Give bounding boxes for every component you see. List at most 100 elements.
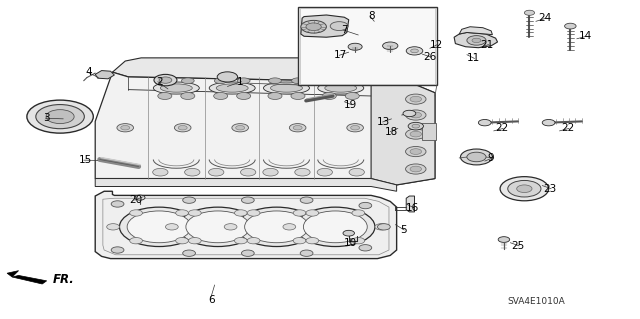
Text: 18: 18 bbox=[385, 127, 398, 137]
Ellipse shape bbox=[159, 78, 172, 84]
Circle shape bbox=[410, 166, 422, 172]
Ellipse shape bbox=[322, 93, 336, 100]
Text: 7: 7 bbox=[341, 25, 348, 35]
Text: 1: 1 bbox=[237, 77, 243, 87]
Circle shape bbox=[564, 23, 576, 29]
Circle shape bbox=[410, 149, 422, 154]
Circle shape bbox=[542, 120, 555, 126]
Text: 23: 23 bbox=[543, 184, 557, 194]
Ellipse shape bbox=[158, 93, 172, 100]
Circle shape bbox=[500, 177, 548, 201]
Text: 8: 8 bbox=[368, 11, 374, 21]
Circle shape bbox=[300, 197, 313, 203]
Ellipse shape bbox=[214, 78, 227, 84]
Ellipse shape bbox=[214, 93, 228, 100]
Circle shape bbox=[296, 207, 375, 247]
Text: 20: 20 bbox=[129, 195, 143, 205]
Ellipse shape bbox=[269, 78, 282, 84]
Circle shape bbox=[343, 230, 355, 236]
Circle shape bbox=[478, 120, 491, 126]
Ellipse shape bbox=[237, 93, 251, 100]
Circle shape bbox=[178, 207, 257, 247]
Circle shape bbox=[498, 237, 509, 242]
Circle shape bbox=[120, 207, 198, 247]
Circle shape bbox=[359, 202, 372, 209]
Circle shape bbox=[234, 238, 247, 244]
Circle shape bbox=[467, 36, 486, 45]
Circle shape bbox=[375, 224, 388, 230]
Circle shape bbox=[241, 168, 256, 176]
Circle shape bbox=[359, 245, 372, 251]
Text: 6: 6 bbox=[208, 295, 215, 305]
Circle shape bbox=[293, 125, 302, 130]
Ellipse shape bbox=[154, 82, 199, 94]
Text: 24: 24 bbox=[538, 13, 552, 23]
Circle shape bbox=[410, 131, 422, 137]
Bar bbox=[300, 8, 435, 84]
Bar bbox=[298, 7, 437, 85]
Circle shape bbox=[135, 195, 145, 200]
Circle shape bbox=[351, 125, 360, 130]
Circle shape bbox=[178, 125, 187, 130]
Circle shape bbox=[410, 112, 422, 118]
Circle shape bbox=[406, 164, 426, 174]
Circle shape bbox=[127, 211, 191, 243]
Polygon shape bbox=[113, 58, 397, 82]
Circle shape bbox=[293, 238, 306, 244]
Ellipse shape bbox=[181, 78, 194, 84]
Text: 5: 5 bbox=[400, 225, 406, 235]
Polygon shape bbox=[7, 271, 19, 277]
Ellipse shape bbox=[271, 84, 303, 92]
Circle shape bbox=[247, 210, 260, 216]
Circle shape bbox=[46, 110, 74, 123]
Circle shape bbox=[461, 149, 492, 165]
Text: 15: 15 bbox=[78, 155, 92, 165]
Circle shape bbox=[352, 238, 365, 244]
Circle shape bbox=[107, 224, 120, 230]
Text: 13: 13 bbox=[377, 117, 390, 127]
Bar bbox=[422, 123, 436, 140]
Text: 26: 26 bbox=[423, 52, 436, 62]
Text: 11: 11 bbox=[467, 54, 480, 63]
Polygon shape bbox=[460, 27, 492, 35]
Circle shape bbox=[403, 110, 416, 117]
Circle shape bbox=[306, 210, 319, 216]
Circle shape bbox=[241, 197, 254, 203]
Circle shape bbox=[317, 168, 332, 176]
Circle shape bbox=[237, 207, 316, 247]
Circle shape bbox=[524, 10, 534, 15]
Ellipse shape bbox=[345, 93, 359, 100]
Ellipse shape bbox=[237, 78, 250, 84]
Circle shape bbox=[349, 168, 364, 176]
Circle shape bbox=[383, 42, 398, 50]
Circle shape bbox=[159, 77, 172, 83]
Circle shape bbox=[188, 210, 201, 216]
Polygon shape bbox=[95, 70, 115, 79]
Circle shape bbox=[412, 124, 420, 128]
Circle shape bbox=[406, 129, 426, 139]
Text: FR.: FR. bbox=[53, 273, 75, 286]
Ellipse shape bbox=[268, 93, 282, 100]
Circle shape bbox=[295, 168, 310, 176]
Circle shape bbox=[236, 125, 244, 130]
Text: 25: 25 bbox=[511, 241, 525, 251]
Ellipse shape bbox=[216, 84, 248, 92]
Ellipse shape bbox=[324, 84, 356, 92]
Text: 2: 2 bbox=[156, 77, 163, 87]
Circle shape bbox=[241, 250, 254, 256]
Circle shape bbox=[224, 224, 237, 230]
Circle shape bbox=[198, 224, 211, 230]
Polygon shape bbox=[454, 33, 497, 48]
Circle shape bbox=[330, 22, 348, 31]
Circle shape bbox=[166, 224, 178, 230]
Circle shape bbox=[154, 74, 177, 86]
Circle shape bbox=[182, 250, 195, 256]
Circle shape bbox=[406, 110, 426, 120]
Ellipse shape bbox=[292, 78, 305, 84]
Polygon shape bbox=[406, 196, 415, 212]
Ellipse shape bbox=[291, 93, 305, 100]
Circle shape bbox=[289, 123, 306, 132]
Polygon shape bbox=[95, 72, 435, 185]
Text: 4: 4 bbox=[86, 67, 92, 77]
Text: 9: 9 bbox=[488, 153, 495, 163]
